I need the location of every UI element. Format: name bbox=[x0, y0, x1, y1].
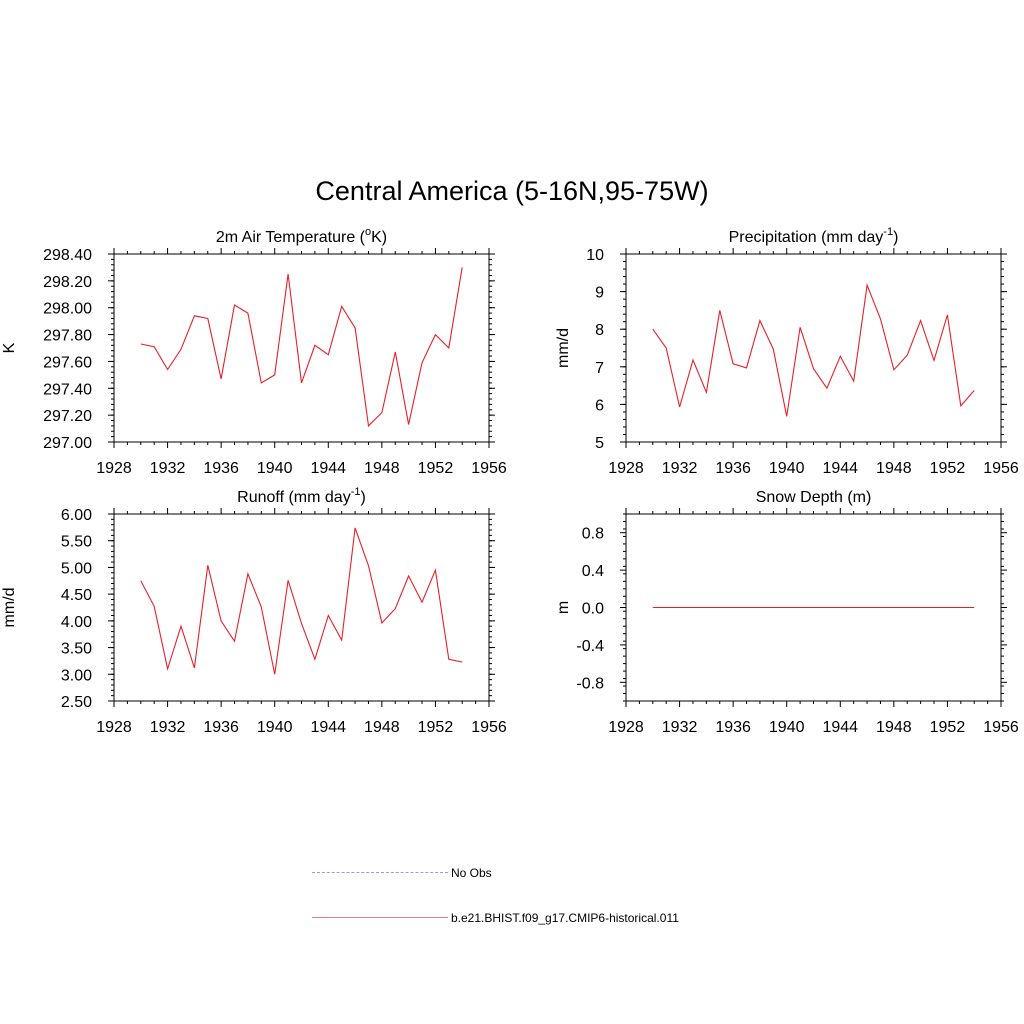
x-tick-label: 1932 bbox=[662, 719, 698, 736]
figure-title: Central America (5-16N,95-75W) bbox=[315, 176, 709, 206]
plot-frame-0 bbox=[113, 253, 490, 443]
x-tick-label: 1940 bbox=[257, 719, 293, 736]
y-tick-label: 9 bbox=[595, 285, 604, 302]
y-tick-label: 297.40 bbox=[43, 381, 92, 398]
x-tick-label: 1928 bbox=[96, 719, 132, 736]
y-tick-label: 0.4 bbox=[582, 563, 604, 580]
y-tick-label: 298.00 bbox=[43, 301, 92, 318]
y-tick-label: 7 bbox=[595, 360, 604, 377]
x-tick-label: 1952 bbox=[930, 719, 966, 736]
plot-frame-1 bbox=[625, 253, 1002, 443]
x-tick-label: 1952 bbox=[418, 460, 454, 477]
y-axis-label: m bbox=[555, 601, 572, 614]
y-tick-label: 297.80 bbox=[43, 328, 92, 345]
x-tick-label: 1932 bbox=[150, 460, 186, 477]
y-tick-label: 2.50 bbox=[61, 694, 92, 711]
y-tick-label: 4.00 bbox=[61, 614, 92, 631]
y-tick-label: 5 bbox=[595, 435, 604, 452]
series-line-1-0 bbox=[652, 283, 975, 417]
x-tick-label: 1956 bbox=[983, 719, 1019, 736]
plot-frame-2 bbox=[113, 513, 490, 702]
x-tick-label: 1932 bbox=[150, 719, 186, 736]
panel-title: 2m Air Temperature (oK) bbox=[216, 226, 387, 246]
y-tick-label: 10 bbox=[586, 247, 604, 264]
x-tick-label: 1956 bbox=[983, 460, 1019, 477]
series-line-2-0 bbox=[140, 527, 463, 675]
x-tick-label: 1956 bbox=[471, 719, 507, 736]
y-tick-label: 297.20 bbox=[43, 408, 92, 425]
y-tick-label: 297.60 bbox=[43, 354, 92, 371]
x-tick-label: 1948 bbox=[364, 460, 400, 477]
y-tick-label: 0.8 bbox=[582, 526, 604, 543]
x-tick-label: 1940 bbox=[769, 719, 805, 736]
y-tick-label: 297.00 bbox=[43, 435, 92, 452]
x-tick-label: 1928 bbox=[608, 460, 644, 477]
y-tick-label: 0.0 bbox=[582, 601, 604, 618]
y-tick-label: 8 bbox=[595, 322, 604, 339]
x-tick-label: 1936 bbox=[203, 719, 239, 736]
y-tick-label: 4.50 bbox=[61, 587, 92, 604]
panel-title: Snow Depth (m) bbox=[756, 489, 872, 506]
x-tick-label: 1928 bbox=[608, 719, 644, 736]
y-tick-label: 6.00 bbox=[61, 507, 92, 524]
x-tick-label: 1948 bbox=[876, 719, 912, 736]
x-tick-label: 1956 bbox=[471, 460, 507, 477]
panel-title: Runoff (mm day-1) bbox=[237, 486, 366, 506]
y-axis-label: mm/d bbox=[555, 328, 572, 368]
y-tick-label: 5.00 bbox=[61, 560, 92, 577]
x-tick-label: 1948 bbox=[876, 460, 912, 477]
x-tick-label: 1936 bbox=[715, 719, 751, 736]
y-tick-label: 6 bbox=[595, 397, 604, 414]
y-tick-label: 298.40 bbox=[43, 247, 92, 264]
y-tick-label: 5.50 bbox=[61, 534, 92, 551]
x-tick-label: 1932 bbox=[662, 460, 698, 477]
legend-obs-line bbox=[312, 872, 448, 873]
legend-model-line bbox=[312, 917, 448, 918]
x-tick-label: 1952 bbox=[930, 460, 966, 477]
y-axis-label: mm/d bbox=[1, 588, 18, 628]
y-tick-label: -0.4 bbox=[576, 638, 604, 655]
y-tick-label: 3.50 bbox=[61, 641, 92, 658]
x-tick-label: 1928 bbox=[96, 460, 132, 477]
legend-model-label: b.e21.BHIST.f09_g17.CMIP6-historical.011 bbox=[451, 911, 679, 925]
x-tick-label: 1936 bbox=[715, 460, 751, 477]
series-line-0-0 bbox=[140, 267, 463, 428]
x-tick-label: 1944 bbox=[310, 460, 346, 477]
x-tick-label: 1952 bbox=[418, 719, 454, 736]
y-tick-label: 3.00 bbox=[61, 667, 92, 684]
x-tick-label: 1944 bbox=[822, 460, 858, 477]
y-tick-label: 298.20 bbox=[43, 274, 92, 291]
x-tick-label: 1944 bbox=[822, 719, 858, 736]
panel-title: Precipitation (mm day-1) bbox=[729, 226, 899, 246]
x-tick-label: 1936 bbox=[203, 460, 239, 477]
y-axis-label: K bbox=[1, 342, 18, 353]
x-tick-label: 1940 bbox=[769, 460, 805, 477]
x-tick-label: 1948 bbox=[364, 719, 400, 736]
x-tick-label: 1944 bbox=[310, 719, 346, 736]
y-tick-label: -0.8 bbox=[576, 675, 604, 692]
legend-obs-label: No Obs bbox=[451, 866, 492, 880]
x-tick-label: 1940 bbox=[257, 460, 293, 477]
